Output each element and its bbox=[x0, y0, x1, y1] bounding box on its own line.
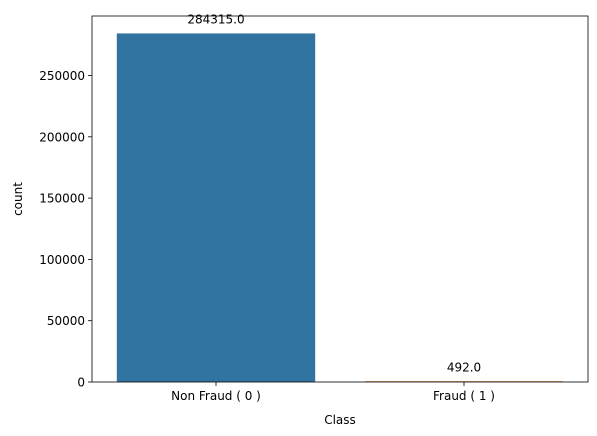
x-axis: Non Fraud ( 0 ) Fraud ( 1 ) bbox=[171, 382, 495, 403]
y-tick-label: 0 bbox=[77, 376, 85, 390]
y-axis-label: count bbox=[11, 182, 25, 216]
y-tick-label: 150000 bbox=[39, 192, 85, 206]
x-axis-label: Class bbox=[324, 413, 356, 427]
y-tick-label: 50000 bbox=[47, 314, 85, 328]
x-tick-label: Non Fraud ( 0 ) bbox=[171, 389, 261, 403]
y-axis: 0 50000 100000 150000 200000 250000 bbox=[39, 69, 92, 390]
bar-value-label: 284315.0 bbox=[187, 12, 244, 26]
x-tick-label: Fraud ( 1 ) bbox=[433, 389, 495, 403]
bar-non-fraud bbox=[116, 33, 316, 383]
bars-group bbox=[116, 33, 564, 383]
bar-value-label: 492.0 bbox=[447, 360, 481, 374]
y-tick-label: 250000 bbox=[39, 69, 85, 83]
y-tick-label: 100000 bbox=[39, 253, 85, 267]
plot-frame bbox=[91, 15, 589, 383]
y-tick-label: 200000 bbox=[39, 130, 85, 144]
